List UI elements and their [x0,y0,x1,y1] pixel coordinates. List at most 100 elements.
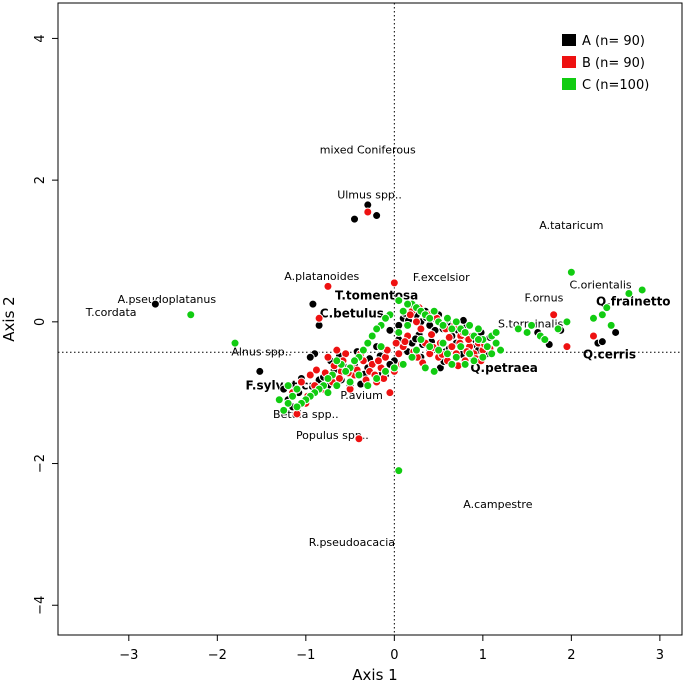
data-point [540,335,550,345]
data-point [469,356,479,366]
data-point [394,349,404,359]
data-point [385,388,395,398]
plot-frame [57,2,683,636]
data-point [460,327,470,337]
data-point [283,381,293,391]
species-label: T.cordata [85,306,137,319]
data-point [597,310,607,320]
data-point [394,296,404,306]
x-tick-label: −1 [296,648,315,663]
data-point [549,310,559,320]
data-point [376,342,386,352]
data-point [403,299,413,309]
data-point [460,359,470,369]
data-point [363,381,373,391]
data-point [296,377,306,387]
data-point [308,299,318,309]
data-point [427,330,437,340]
data-point [305,352,315,362]
data-point [363,207,373,217]
data-point [389,363,399,373]
data-point [444,332,454,342]
data-points [150,200,647,476]
data-point [447,324,457,334]
data-point [394,327,404,337]
species-label: Q.cerris [583,347,636,361]
species-label: F.ornus [525,292,564,305]
species-label: A.platanoides [284,270,359,283]
data-point [438,320,448,330]
data-point [323,281,333,291]
data-point [637,285,647,295]
data-point [588,313,598,323]
data-point [491,327,501,337]
data-point [292,402,302,412]
data-point [496,345,506,355]
data-point [442,313,452,323]
data-point [487,349,497,359]
data-point [385,325,395,335]
data-point [345,377,355,387]
data-point [522,327,532,337]
data-point [438,338,448,348]
data-point [611,327,621,337]
data-point [372,374,382,384]
x-tick-label: 0 [390,648,398,663]
data-point [305,370,315,380]
x-tick-label: 1 [479,648,487,663]
data-point [566,267,576,277]
data-point [447,359,457,369]
data-point [323,388,333,398]
legend-label: A (n= 90) [582,34,645,49]
data-point [482,342,492,352]
x-tick-label: 2 [567,648,575,663]
legend-swatch [562,34,576,46]
data-point [425,313,435,323]
data-point [416,335,426,345]
data-point [341,366,351,376]
data-point [354,370,364,380]
data-point [478,352,488,362]
y-axis: −4 −2 0 2 4 [33,34,58,615]
data-point [363,338,373,348]
data-point [513,324,523,334]
data-point [230,338,240,348]
data-point [429,306,439,316]
data-point [380,366,390,376]
species-label: C.orientalis [570,278,632,291]
data-point [279,405,289,415]
data-point [380,313,390,323]
data-point [473,324,483,334]
legend-swatch [562,78,576,90]
data-point [255,366,265,376]
y-tick-label: 0 [33,318,48,326]
x-tick-label: −2 [208,648,227,663]
legend-label: C (n=100) [582,78,649,93]
species-label: Q.frainetto [596,294,671,308]
data-point [311,365,321,375]
species-labels: mixed Coniferous Ulmus spp.. A.tataricum A.… [85,144,671,550]
species-label: C.betulus [320,306,384,320]
data-point [372,211,382,221]
data-point [442,349,452,359]
data-point [606,320,616,330]
data-point [332,356,342,366]
species-label: Betula spp.. [273,408,339,421]
data-point [597,337,607,347]
species-label: Ulmus spp.. [337,188,402,201]
data-point [553,324,563,334]
data-point [562,342,572,352]
y-tick-label: 2 [33,176,48,184]
species-label: A.campestre [463,498,532,511]
data-point [465,320,475,330]
data-point [425,342,435,352]
data-point [411,345,421,355]
data-point [451,352,461,362]
data-point [429,366,439,376]
data-point [527,320,537,330]
data-point [403,320,413,330]
data-point [332,345,342,355]
species-label: A.tataricum [539,219,603,232]
species-label: Populus spp.. [296,429,369,442]
